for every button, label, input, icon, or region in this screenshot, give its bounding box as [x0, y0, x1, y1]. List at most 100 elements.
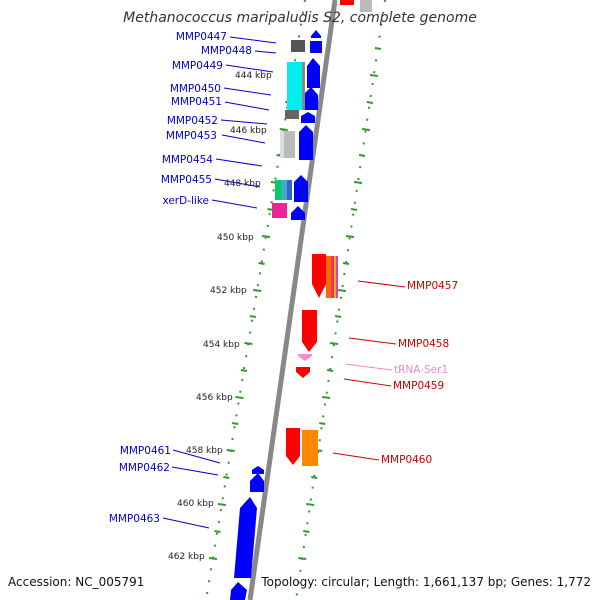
minor-tick-left-4	[258, 262, 265, 265]
label-mmp0459[interactable]: MMP0459	[393, 380, 444, 392]
major-tick-right-5	[329, 342, 339, 345]
label-mmp0455[interactable]: MMP0455	[161, 174, 212, 186]
major-tick-right-9	[298, 557, 307, 560]
label-mmp0461[interactable]: MMP0461	[120, 445, 171, 457]
minor-tick-right-7	[319, 422, 326, 425]
label-mmp0462[interactable]: MMP0462	[119, 462, 170, 474]
reverse-strand-features	[286, 254, 338, 466]
label-mmp0454[interactable]: MMP0454	[162, 154, 213, 166]
major-tick-right-1	[361, 128, 370, 131]
tick-label-458: 458 kbp	[186, 446, 223, 456]
minor-tick-right-4	[342, 262, 350, 265]
major-tick-right-0	[369, 74, 378, 77]
tick-label-452: 452 kbp	[210, 286, 247, 296]
minor-tick-right-6	[326, 369, 334, 372]
gene-mmp0459	[296, 367, 310, 378]
gene-mmp0451	[301, 112, 315, 123]
gene-mmp0461	[252, 466, 264, 474]
label-mmp0452[interactable]: MMP0452	[167, 115, 218, 127]
bar-mmp0457-yellow	[334, 256, 336, 298]
tick-label-450: 450 kbp	[217, 233, 254, 243]
gene-mmp0452	[299, 125, 313, 160]
major-tick-left-1	[279, 128, 288, 131]
major-tick-right-6	[321, 396, 331, 399]
gene-mmp0457	[312, 254, 326, 298]
genome-backbone	[247, 0, 338, 600]
label-mmp0463[interactable]: MMP0463	[109, 513, 160, 525]
tick-label-462: 462 kbp	[168, 552, 205, 562]
forward-strand-bars	[272, 40, 305, 218]
bar-mmp0451	[285, 110, 299, 119]
feature-top-partial-gray	[360, 0, 372, 12]
major-tick-left-5	[244, 342, 253, 345]
gene-mmp0453	[294, 175, 308, 202]
gene-mmp0450	[303, 87, 318, 110]
tick-label-448: 448 kbp	[224, 179, 261, 189]
minor-tick-right-0	[374, 47, 382, 50]
major-tick-right-2	[353, 181, 363, 184]
minor-tick-left-8	[223, 476, 230, 479]
left-label-connectors	[162, 36, 277, 529]
gene-mmp0462	[250, 473, 264, 492]
minor-tick-left-6	[240, 369, 248, 372]
label-mmp0457[interactable]: MMP0457	[407, 280, 458, 292]
major-tick-right-4	[337, 289, 347, 292]
bar-mmp0449-cyan	[287, 62, 303, 110]
major-tick-left-3	[261, 235, 271, 238]
label-mmp0450[interactable]: MMP0450	[170, 83, 221, 95]
bar-mmp0448	[291, 40, 305, 52]
bar-mmp0453-teal	[281, 180, 287, 200]
right-label-connectors	[332, 280, 406, 461]
forward-strand-features	[230, 30, 322, 600]
gene-mmp0447	[311, 30, 321, 38]
tick-label-454: 454 kbp	[203, 340, 240, 350]
bar-mmp0457-orange	[326, 256, 331, 298]
reverse-gene-labels: MMP0457 MMP0458 tRNA-Ser1 MMP0459 MMP046…	[381, 280, 458, 466]
minor-tick-right-9	[303, 530, 310, 533]
gene-bottom-partial	[230, 582, 247, 600]
map-title: Methanococcus maripaludis S2, complete g…	[123, 10, 477, 26]
kbp-tick-labels: 444 kbp 446 kbp 448 kbp 450 kbp 452 kbp …	[168, 71, 272, 562]
bar-mmp0457-purple	[336, 256, 338, 298]
major-tick-left-8	[217, 503, 226, 506]
gene-mmp0463	[234, 497, 257, 578]
tick-label-456: 456 kbp	[196, 393, 233, 403]
accession-text: Accession: NC_005791	[8, 575, 144, 589]
bar-mmp0457-pink	[331, 256, 334, 298]
gene-xerd-like	[291, 206, 305, 220]
bar-xerd-magenta	[272, 203, 287, 218]
bar-mmp0460-orange	[302, 430, 318, 466]
minor-tick-left-5	[249, 315, 257, 318]
inner-tick-ring-right	[295, 0, 386, 600]
label-mmp0453[interactable]: MMP0453	[166, 130, 217, 142]
tick-label-446: 446 kbp	[230, 126, 267, 136]
bar-mmp0452-light	[280, 131, 284, 158]
major-tick-left-4	[253, 289, 262, 292]
label-mmp0449[interactable]: MMP0449	[172, 60, 223, 72]
label-trna-ser1[interactable]: tRNA-Ser1	[394, 364, 448, 376]
major-tick-left-9	[208, 557, 218, 560]
feature-trna-ser1	[298, 354, 312, 361]
label-mmp0458[interactable]: MMP0458	[398, 338, 449, 350]
label-mmp0451[interactable]: MMP0451	[171, 96, 222, 108]
tick-label-460: 460 kbp	[177, 499, 214, 509]
label-mmp0460[interactable]: MMP0460	[381, 454, 432, 466]
tick-label-444: 444 kbp	[235, 71, 272, 81]
major-tick-left-7	[226, 449, 235, 452]
minor-tick-right-1	[366, 101, 374, 104]
topology-text: Topology: circular; Length: 1,661,137 bp…	[260, 575, 591, 589]
bar-mmp0453-blue	[287, 180, 292, 200]
major-tick-left-6	[235, 396, 244, 399]
minor-tick-left-7	[232, 422, 239, 425]
label-mmp0447[interactable]: MMP0447	[176, 31, 227, 43]
feature-top-partial-red	[340, 0, 354, 5]
gene-mmp0448	[310, 41, 322, 53]
gene-mmp0460	[286, 428, 300, 465]
label-mmp0448[interactable]: MMP0448	[201, 45, 252, 57]
minor-tick-right-3	[350, 208, 358, 211]
gene-mmp0449	[307, 58, 320, 88]
label-xerd-like[interactable]: xerD-like	[162, 195, 209, 207]
minor-tick-right-8	[311, 476, 318, 479]
